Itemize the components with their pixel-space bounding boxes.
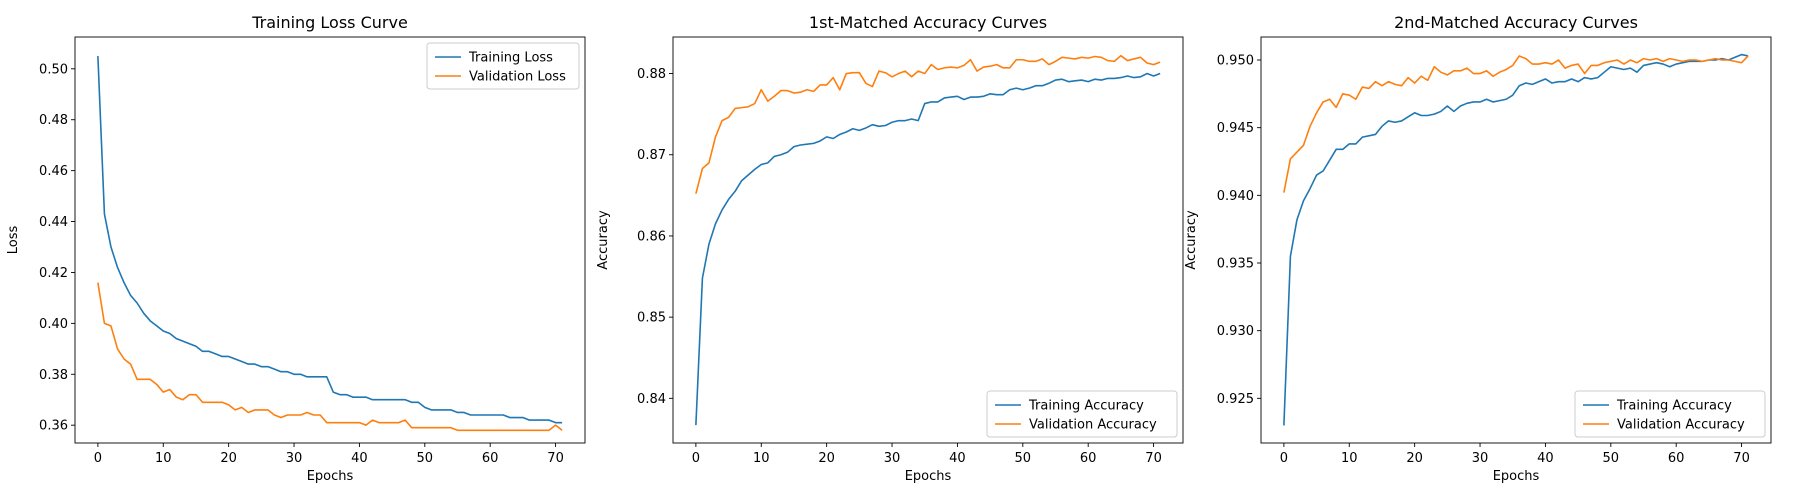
y-tick-label: 0.940 (1217, 189, 1254, 204)
legend-box (426, 42, 580, 90)
y-tick-label: 0.84 (637, 392, 666, 407)
y-tick-label: 0.44 (39, 215, 68, 230)
plots: Training Loss Curve 0 10 20 30 40 50 60 70 0.36 0.… (6, 13, 1772, 484)
x-tick-label: 0 (94, 451, 102, 466)
chart-panel-3: 2nd-Matched Accuracy Curves 0 10 20 30 40 50 60… (1184, 13, 1772, 484)
chart-panel-2: 1st-Matched Accuracy Curves 0 10 20 30 40 50 60… (596, 13, 1184, 484)
x-tick-label: 60 (482, 451, 499, 466)
y-axis-label: Accuracy (1184, 210, 1199, 270)
y-tick-label: 0.87 (637, 148, 666, 163)
x-tick-label: 10 (1341, 451, 1358, 466)
x-tick-label: 10 (155, 451, 172, 466)
x-tick-label: 20 (818, 451, 835, 466)
series-line-training-loss (97, 56, 563, 424)
x-axis-label: Epochs (1493, 469, 1540, 484)
x-tick-label: 0 (1280, 451, 1288, 466)
x-tick-label: 40 (949, 451, 966, 466)
y-tick-label: 0.42 (39, 266, 68, 281)
legend-label: Validation Accuracy (1029, 418, 1157, 433)
x-tick-label: 50 (1015, 451, 1032, 466)
y-tick-label: 0.950 (1217, 54, 1254, 69)
chart-title: Training Loss Curve (251, 13, 408, 32)
y-tick-label: 0.48 (39, 113, 68, 128)
x-tick-label: 40 (1537, 451, 1554, 466)
axes-frame (74, 36, 586, 444)
y-tick-label: 0.86 (637, 229, 666, 244)
x-tick-label: 0 (692, 451, 700, 466)
legend-label: Validation Accuracy (1617, 418, 1745, 433)
series-line-training-accuracy (695, 72, 1161, 426)
series-line-validation-accuracy (695, 54, 1161, 194)
x-tick-label: 10 (753, 451, 770, 466)
x-tick-label: 70 (1145, 451, 1162, 466)
x-tick-label: 50 (1603, 451, 1620, 466)
series-line-validation-accuracy (1283, 55, 1749, 193)
y-tick-label: 0.46 (39, 164, 68, 179)
legend-label: Training Loss (468, 51, 553, 66)
y-axis-label: Loss (6, 226, 21, 255)
y-tick-label: 0.85 (637, 311, 666, 326)
y-tick-label: 0.945 (1217, 121, 1254, 136)
x-tick-label: 40 (351, 451, 368, 466)
legend: Training Accuracy Validation Accuracy (986, 390, 1178, 438)
legend-label: Validation Loss (469, 70, 566, 85)
x-tick-label: 60 (1668, 451, 1685, 466)
x-tick-label: 50 (417, 451, 434, 466)
x-tick-label: 20 (220, 451, 237, 466)
legend-box (986, 390, 1178, 438)
series-line-training-accuracy (1283, 53, 1749, 426)
series-line-validation-loss (97, 282, 563, 432)
x-tick-label: 60 (1080, 451, 1097, 466)
y-tick-label: 0.930 (1217, 324, 1254, 339)
x-tick-label: 30 (884, 451, 901, 466)
x-tick-label: 70 (1733, 451, 1750, 466)
y-tick-label: 0.40 (39, 317, 68, 332)
chart-title: 2nd-Matched Accuracy Curves (1394, 13, 1638, 32)
chart-panel-1: Training Loss Curve 0 10 20 30 40 50 60 70 0.36 0.… (6, 13, 586, 484)
legend-label: Training Accuracy (1616, 399, 1732, 414)
x-tick-label: 30 (1472, 451, 1489, 466)
y-tick-label: 0.50 (39, 62, 68, 77)
axes-frame (1260, 36, 1772, 444)
legend: Training Accuracy Validation Accuracy (1574, 390, 1766, 438)
legend: Training Loss Validation Loss (426, 42, 580, 90)
y-tick-label: 0.38 (39, 368, 68, 383)
x-tick-label: 30 (286, 451, 303, 466)
axes-frame (672, 36, 1184, 444)
y-tick-label: 0.36 (39, 419, 68, 434)
y-tick-label: 0.935 (1217, 257, 1254, 272)
y-tick-label: 0.88 (637, 67, 666, 82)
y-axis-label: Accuracy (596, 210, 611, 270)
y-tick-label: 0.925 (1217, 392, 1254, 407)
legend-box (1574, 390, 1766, 438)
chart-title: 1st-Matched Accuracy Curves (809, 13, 1047, 32)
legend-label: Training Accuracy (1028, 399, 1144, 414)
x-tick-label: 20 (1406, 451, 1423, 466)
x-axis-label: Epochs (905, 469, 952, 484)
x-tick-label: 70 (547, 451, 564, 466)
x-axis-label: Epochs (307, 469, 354, 484)
